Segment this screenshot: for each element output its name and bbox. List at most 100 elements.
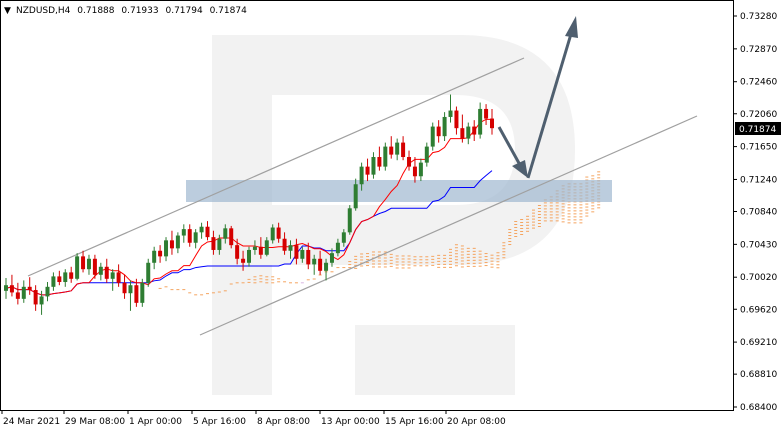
candle-body <box>424 146 429 163</box>
channel-upper-line <box>27 57 525 277</box>
candle-body <box>193 232 198 243</box>
price-tick-label: 0.71650 <box>740 143 777 153</box>
candle-body <box>312 258 317 265</box>
candle-body <box>235 245 240 259</box>
candle-body <box>116 272 121 283</box>
low-value: 0.71794 <box>165 6 202 16</box>
candle-body <box>110 272 115 279</box>
candle-body <box>4 285 8 291</box>
price-tick-label: 0.69620 <box>740 305 777 315</box>
candle-body <box>21 286 26 299</box>
candle-body <box>187 229 192 243</box>
candle-body <box>478 108 483 135</box>
candle-body <box>27 286 32 291</box>
time-tick-label: 20 Apr 08:00 <box>447 417 506 427</box>
candle-body <box>98 266 103 275</box>
candle-body <box>81 256 86 270</box>
watermark-logo <box>212 35 575 395</box>
candle-body <box>258 246 263 255</box>
candle-body <box>335 242 340 254</box>
chart-header: NZDUSD,H4 0.71888 0.71933 0.71794 0.7187… <box>16 6 247 16</box>
candle-body <box>45 286 50 297</box>
candle-body <box>164 240 169 257</box>
price-tick-label: 0.70020 <box>740 273 777 283</box>
candle-body <box>318 258 323 271</box>
candle-body <box>152 250 157 263</box>
candle-body <box>353 184 358 209</box>
candle-body <box>300 249 305 259</box>
close-value: 0.71874 <box>210 6 247 16</box>
price-tick-label: 0.72870 <box>740 45 777 55</box>
candle-body <box>365 166 370 175</box>
candle-body <box>418 162 423 177</box>
candle-body <box>466 126 471 139</box>
candle-body <box>490 118 494 129</box>
candle-body <box>181 229 186 236</box>
candle-body <box>395 142 400 155</box>
candle-body <box>39 296 44 305</box>
forecast-up-arrowhead <box>565 16 578 38</box>
candle-body <box>276 227 281 239</box>
channel-lower-line <box>199 115 698 336</box>
symbol-triangle-icon[interactable]: ▼ <box>4 6 11 16</box>
candle-body <box>377 157 382 167</box>
candle-body <box>442 116 447 137</box>
candle-body <box>430 126 435 147</box>
candlestick-series <box>4 94 494 315</box>
price-tick-label: 0.71240 <box>740 175 777 185</box>
candle-body <box>63 272 68 283</box>
price-tick-label: 0.68810 <box>740 370 777 380</box>
candle-body <box>288 245 293 251</box>
price-tick-label: 0.72060 <box>740 110 777 120</box>
price-tick-label: 0.73280 <box>740 12 777 22</box>
ichimoku-cloud <box>158 171 601 296</box>
time-axis[interactable]: 24 Mar 2021 29 Mar 08:00 1 Apr 00:00 5 Apr … <box>1 410 506 427</box>
candle-body <box>484 108 489 119</box>
candle-body <box>371 157 376 175</box>
candle-body <box>282 238 287 251</box>
candle-body <box>412 166 417 177</box>
candle-body <box>86 258 91 270</box>
candle-body <box>347 208 352 233</box>
forecast-arrows <box>497 16 578 179</box>
candle-body <box>92 258 97 275</box>
time-tick-label: 5 Apr 16:00 <box>193 417 246 427</box>
open-value: 0.71888 <box>77 6 114 16</box>
time-tick-label: 24 Mar 2021 <box>3 417 60 427</box>
candle-body <box>69 272 74 279</box>
candle-body <box>199 226 204 233</box>
candle-body <box>33 290 38 305</box>
forecast-up-arrow <box>526 33 573 179</box>
candle-body <box>252 246 257 250</box>
candle-body <box>229 228 234 246</box>
candle-body <box>407 157 412 167</box>
forecast-down-arrow <box>497 126 522 166</box>
candle-body <box>15 292 20 299</box>
candle-body <box>401 142 406 158</box>
candle-body <box>341 232 346 243</box>
candle-body <box>472 126 477 135</box>
candle-body <box>140 282 145 303</box>
candle-body <box>57 276 62 283</box>
candle-body <box>175 235 180 249</box>
candle-body <box>122 282 127 294</box>
candle-body <box>146 262 151 283</box>
current-price-label: 0.71874 <box>739 125 776 135</box>
candle-body <box>270 227 275 241</box>
candle-body <box>241 258 246 263</box>
candle-body <box>158 250 163 257</box>
price-tick-label: 0.72460 <box>740 78 777 88</box>
symbol-label: NZDUSD,H4 <box>16 6 71 16</box>
forecast-down-arrowhead <box>512 160 528 178</box>
price-axis[interactable]: 0.73280 0.72870 0.72460 0.72060 0.71650 0.712… <box>733 12 777 413</box>
candle-body <box>460 128 465 139</box>
candle-body <box>294 245 299 259</box>
candle-body <box>436 126 441 137</box>
candle-body <box>306 249 311 265</box>
candle-body <box>247 249 251 263</box>
price-tick-label: 0.70430 <box>740 240 777 250</box>
price-tick-label: 0.68400 <box>740 403 777 413</box>
time-tick-label: 8 Apr 08:00 <box>257 417 310 427</box>
candle-body <box>128 285 133 294</box>
